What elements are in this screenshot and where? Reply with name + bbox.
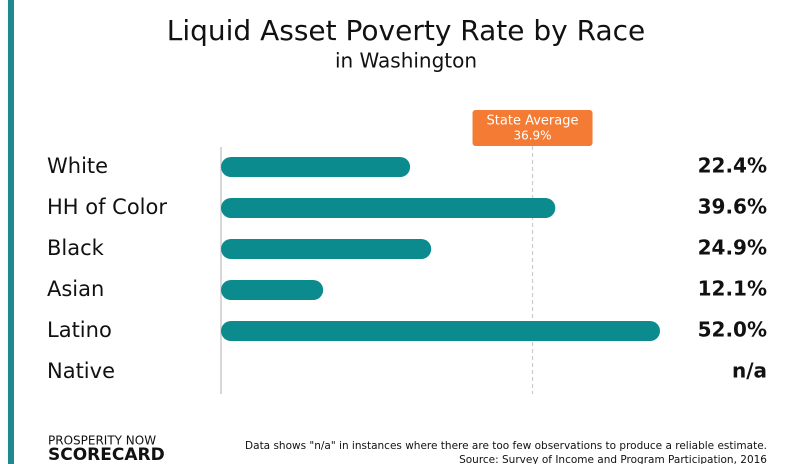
value-label: 12.1% bbox=[698, 277, 767, 301]
side-accent bbox=[8, 0, 14, 464]
value-label: 52.0% bbox=[698, 318, 767, 342]
category-label: Latino bbox=[47, 318, 112, 342]
value-label: 24.9% bbox=[698, 236, 767, 260]
chart-title: Liquid Asset Poverty Rate by Race bbox=[167, 14, 646, 47]
logo-top: PROSPERITY NOW bbox=[48, 434, 156, 448]
category-label: White bbox=[47, 154, 108, 178]
reference-box bbox=[472, 110, 593, 146]
bar bbox=[221, 280, 324, 300]
category-label: Black bbox=[47, 236, 105, 260]
value-label: 22.4% bbox=[698, 154, 767, 178]
note: Data shows "n/a" in instances where ther… bbox=[245, 440, 767, 452]
source: Source: Survey of Income and Program Par… bbox=[459, 454, 767, 464]
reference-label: State Average bbox=[487, 114, 579, 129]
category-label: Native bbox=[47, 359, 115, 383]
bar bbox=[221, 239, 432, 259]
reference-value: 36.9% bbox=[513, 129, 551, 143]
category-label: HH of Color bbox=[47, 195, 167, 219]
category-label: Asian bbox=[47, 277, 104, 301]
value-label: n/a bbox=[732, 359, 767, 383]
chart-subtitle: in Washington bbox=[335, 49, 477, 73]
bar bbox=[221, 198, 556, 218]
value-label: 39.6% bbox=[698, 195, 767, 219]
bar bbox=[221, 321, 660, 341]
bar bbox=[221, 157, 411, 177]
logo-bottom: SCORECARD bbox=[48, 445, 165, 464]
